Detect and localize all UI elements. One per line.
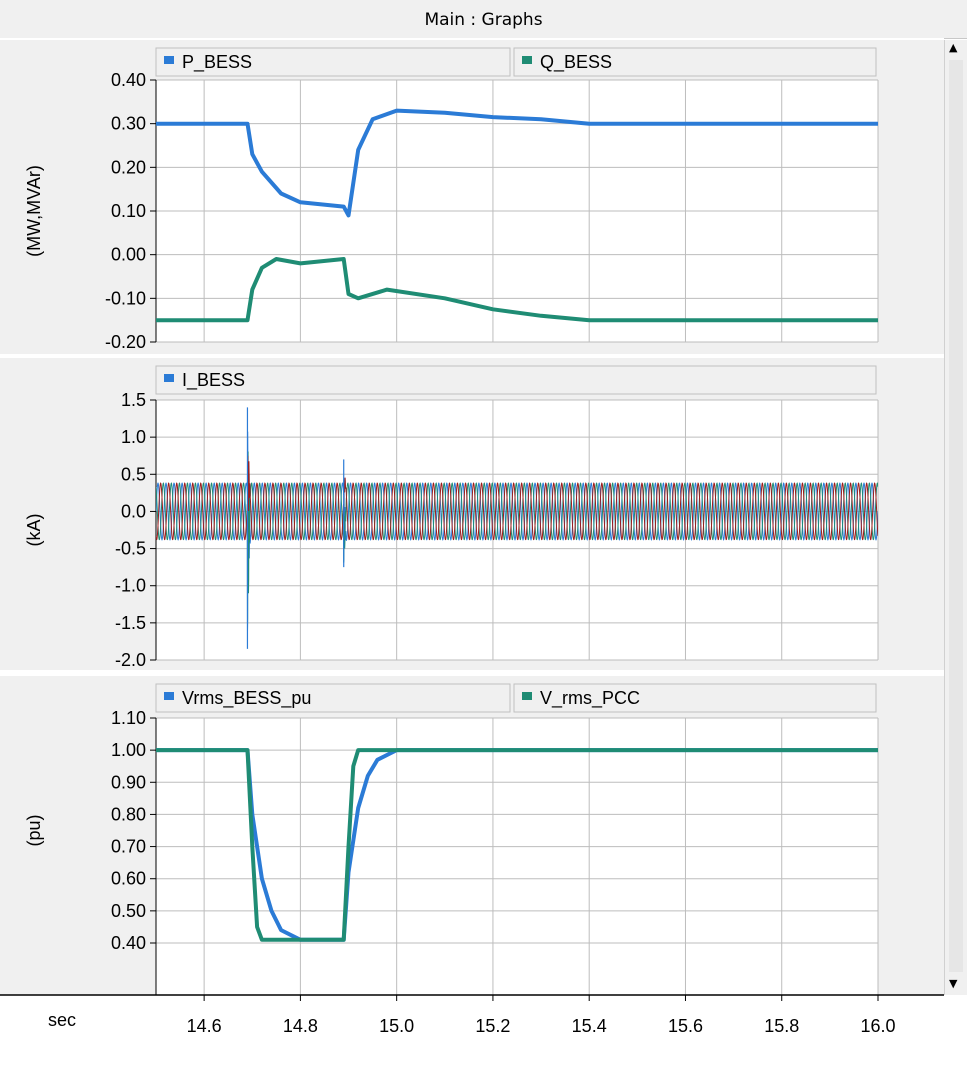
scroll-down-icon[interactable]: ▼ (949, 977, 958, 990)
legend-swatch (164, 56, 174, 64)
legend-box (155, 683, 511, 713)
legend-box (513, 47, 877, 77)
panel-3: 1.10 1.00 0.90 0.80 0.70 0.60 0.50 0.40 (pu) Vrms… (0, 676, 944, 995)
x-axis: sec 14.6 14.8 15.0 15.2 15.4 15.6 15.8 16.0 (0, 994, 944, 1036)
legend-entry[interactable]: Vrms_BESS_pu (155, 683, 511, 713)
panel-2: 1.5 1.0 0.5 0.0 -0.5 -1.0 -1.5 -2.0 (kA) I_BESS (0, 358, 944, 670)
x-tick-label: 16.0 (860, 1016, 895, 1036)
legend-box (155, 365, 877, 395)
legend-entry[interactable]: I_BESS (155, 365, 877, 395)
x-tick-label: 14.6 (187, 1016, 222, 1036)
legend-swatch (164, 692, 174, 700)
y-tick-label: 0.10 (111, 201, 146, 221)
x-tick-label: 15.6 (668, 1016, 703, 1036)
scrollbar-thumb[interactable] (949, 60, 963, 972)
legend-label: I_BESS (182, 370, 245, 391)
y-tick-label: 1.00 (111, 740, 146, 760)
y-tick-label: -0.5 (115, 539, 146, 559)
y-axis-label: (kA) (24, 514, 44, 547)
y-tick-label: 0.40 (111, 933, 146, 953)
series-line-I_BESS-phase-2 (156, 451, 878, 632)
y-axis-label: (pu) (24, 814, 44, 846)
x-tick-label: 15.2 (475, 1016, 510, 1036)
legend-box (513, 683, 877, 713)
y-axis-label: (MW,MVAr) (24, 165, 44, 257)
scroll-up-icon[interactable]: ▲ (949, 41, 958, 54)
legend-label: Q_BESS (540, 52, 612, 73)
series-line-I_BESS-phase-3 (156, 455, 878, 541)
graphs-svg: 0.40 0.30 0.20 0.10 0.00 -0.10 -0.20 (MW,MVAr) P… (0, 40, 944, 1036)
y-tick-label: -1.0 (115, 576, 146, 596)
x-tick-label: 15.0 (379, 1016, 414, 1036)
x-tick-label: 15.8 (764, 1016, 799, 1036)
series-line-V_rms_PCC (156, 748, 878, 942)
y-tick-label: 0.20 (111, 157, 146, 177)
x-tick-label: 14.8 (283, 1016, 318, 1036)
legend-entry[interactable]: P_BESS (155, 47, 511, 77)
y-tick-label: 0.80 (111, 804, 146, 824)
y-tick-label: 0.50 (111, 901, 146, 921)
y-tick-label: 0.5 (121, 464, 146, 484)
y-tick-label: 1.10 (111, 708, 146, 728)
legend-swatch (164, 374, 174, 382)
window-title: Main : Graphs (424, 10, 543, 30)
vertical-scrollbar[interactable]: ▲ ▼ (944, 40, 967, 995)
legend-label: P_BESS (182, 52, 252, 73)
legend-label: V_rms_PCC (540, 688, 640, 709)
y-tick-label: 0.40 (111, 70, 146, 90)
legend-entry[interactable]: Q_BESS (513, 47, 877, 77)
y-tick-label: 1.5 (121, 390, 146, 410)
y-tick-label: 0.70 (111, 837, 146, 857)
legend-box (155, 47, 511, 77)
series-line-Q_BESS (156, 257, 878, 323)
series-line-I_BESS-phase-1 (156, 431, 878, 564)
y-tick-label: 0.90 (111, 772, 146, 792)
y-tick-label: -2.0 (115, 650, 146, 670)
y-tick-label: 0.00 (111, 245, 146, 265)
x-axis-unit-label: sec (48, 1010, 76, 1030)
legend-entry[interactable]: V_rms_PCC (513, 683, 877, 713)
legend-swatch (522, 56, 532, 64)
x-tick-label: 15.4 (572, 1016, 607, 1036)
panel-1: 0.40 0.30 0.20 0.10 0.00 -0.10 -0.20 (MW,MVAr) P… (0, 40, 944, 354)
y-tick-label: -0.10 (105, 288, 146, 308)
legend-label: Vrms_BESS_pu (182, 688, 311, 709)
y-tick-label: -1.5 (115, 613, 146, 633)
y-tick-label: -0.20 (105, 332, 146, 352)
y-tick-label: 1.0 (121, 427, 146, 447)
legend-swatch (522, 692, 532, 700)
series-line-P_BESS (156, 108, 878, 218)
y-tick-label: 0.60 (111, 869, 146, 889)
y-tick-label: 0.30 (111, 114, 146, 134)
y-tick-label: 0.0 (121, 501, 146, 521)
plot-area (156, 718, 878, 995)
